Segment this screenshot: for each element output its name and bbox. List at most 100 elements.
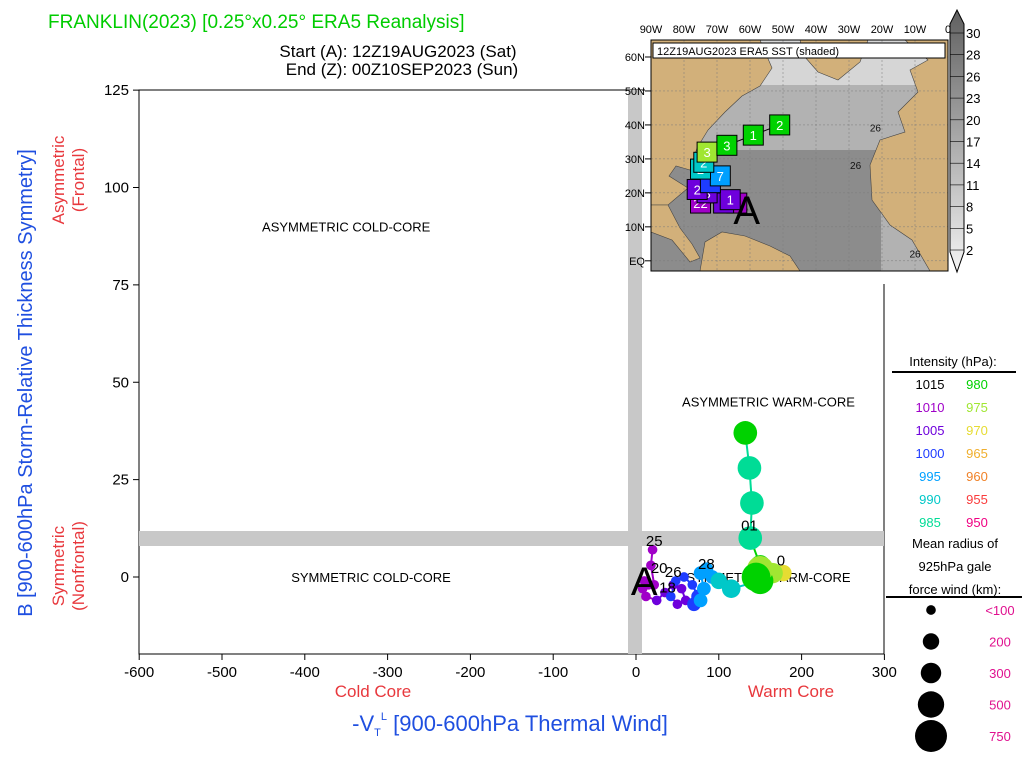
radius-legend-circle <box>926 605 936 615</box>
map-start-marker: A <box>733 189 760 233</box>
track-time-label: 28 <box>698 556 715 573</box>
x-side-label-warm: Warm Core <box>748 682 834 701</box>
track-point <box>721 579 741 598</box>
x-axis-title-pre: -V <box>352 711 374 736</box>
y-tick-label: 25 <box>112 472 129 489</box>
intensity-legend-entry: 995 <box>919 469 941 484</box>
sst-contour-label: 26 <box>909 249 921 260</box>
colorbar-tick-label: 20 <box>966 113 980 128</box>
radius-legend-label: 500 <box>989 698 1011 713</box>
radius-legend-circle <box>920 662 942 684</box>
track-point <box>639 576 650 586</box>
map-track-box-label: 2 <box>694 182 701 197</box>
y-side-label-symmetric: Symmetric (Nonfrontal) <box>49 521 88 611</box>
track-point <box>693 593 708 608</box>
map-latitude-label: 10N <box>625 222 645 234</box>
track-start-marker: A <box>631 560 658 604</box>
radius-legend-circle <box>915 720 947 752</box>
track-point <box>670 576 681 586</box>
map-longitude-label: 50W <box>772 24 795 36</box>
map-latitude-label: EQ <box>629 256 645 268</box>
y-tick-label: 100 <box>104 180 129 197</box>
x-axis-title-sub: T <box>374 727 381 739</box>
intensity-legend-entry: 950 <box>966 515 988 530</box>
x-tick-label: -200 <box>455 664 485 681</box>
intensity-legend-entry: 985 <box>919 515 941 530</box>
intensity-legend-entry: 1005 <box>916 423 945 438</box>
radius-legend-label: 300 <box>989 666 1011 681</box>
track-point <box>647 544 658 555</box>
track-time-label: 20 <box>651 560 668 577</box>
x-tick-label: -100 <box>538 664 568 681</box>
end-time: End (Z): 00Z10SEP2023 (Sun) <box>286 60 518 79</box>
colorbar-tick-label: 2 <box>966 243 973 258</box>
colorbar-tick-label: 11 <box>966 178 980 193</box>
y-tick-label: 75 <box>112 277 129 294</box>
map-land-europe-africa <box>869 40 948 271</box>
y-side-label-symmetric-line1: Symmetric <box>49 525 68 606</box>
colorbar-tick-label: 14 <box>966 156 980 171</box>
intensity-legend-entry: 990 <box>919 492 941 507</box>
x-tick-label: 100 <box>706 664 731 681</box>
map-latitude-label: 60N <box>625 52 645 64</box>
track-time-label: 0 <box>777 552 785 569</box>
track-time-label: 25 <box>646 533 663 550</box>
map-track: 02221327223312A <box>686 114 791 233</box>
map-longitude-label: 60W <box>739 24 762 36</box>
map-track-box-label: 2 <box>776 118 783 133</box>
horizontal-threshold-band <box>139 531 884 546</box>
x-axis-ticks: -600 -500 -400 -300 -200 -100 0 100 200 300 <box>124 654 897 681</box>
map-track-box-label: 1 <box>727 193 734 208</box>
colorbar-tick-label: 8 <box>966 200 973 215</box>
intensity-legend-entry: 970 <box>966 423 988 438</box>
intensity-legend-entry: 955 <box>966 492 988 507</box>
radius-legend-label: 750 <box>989 729 1011 744</box>
radius-legend-circle <box>922 633 940 650</box>
radius-legend-title-line: Mean radius of <box>912 536 998 551</box>
intensity-legend-entries: 1015 980 1010 975 1005 970 1000 965 995 960 990 955… <box>916 377 988 530</box>
x-tick-label: -600 <box>124 664 154 681</box>
map-frame <box>650 39 949 272</box>
track-point <box>637 583 648 594</box>
colorbar-tick-label: 30 <box>966 26 980 41</box>
map-longitude-label: 40W <box>805 24 828 36</box>
x-side-label-cold: Cold Core <box>335 682 412 701</box>
x-tick-label: 300 <box>872 664 897 681</box>
intensity-legend-entry: 1015 <box>916 377 945 392</box>
quadrant-label: ASYMMETRIC WARM-CORE <box>682 395 855 410</box>
track-time-label: 01 <box>741 517 758 534</box>
map-track-box-label: 2 <box>700 155 707 170</box>
map-latitude-label: 50N <box>625 86 645 98</box>
radius-legend-circle <box>917 691 945 718</box>
map-track-box-label: 1 <box>750 128 757 143</box>
map-track-box <box>719 189 741 211</box>
map-longitude-label: 20W <box>871 24 894 36</box>
track-point <box>738 526 763 550</box>
map-longitude-label: 0 <box>945 24 951 36</box>
track-point <box>665 591 676 602</box>
intensity-legend-entry: 1010 <box>916 400 945 415</box>
track-point <box>733 421 758 445</box>
radius-legend-label: 200 <box>989 635 1011 650</box>
map-longitude-label: 10W <box>904 24 927 36</box>
map-land-central-america <box>651 204 701 263</box>
x-tick-label: 0 <box>632 664 640 681</box>
track-point <box>676 583 687 594</box>
x-tick-label: -400 <box>290 664 320 681</box>
map-track-box <box>716 134 738 156</box>
y-side-label-symmetric-line2: (Nonfrontal) <box>69 521 88 611</box>
track-point <box>646 560 656 571</box>
sst-colorbar: 30 28 26 23 20 17 14 11 8 5 2 <box>949 8 980 274</box>
map-track-box <box>769 114 791 136</box>
y-tick-label: 0 <box>121 569 129 586</box>
map-longitude-label: 80W <box>673 24 696 36</box>
axis-bands <box>139 90 884 654</box>
map-latitude-labels: 60N 50N 40N 30N 20N 10N EQ <box>625 52 651 268</box>
y-axis-title: B [900-600hPa Storm-Relative Thickness S… <box>15 149 37 617</box>
figure-title: FRANKLIN(2023) [0.25°x0.25° ERA5 Reanaly… <box>48 12 465 33</box>
map-longitude-labels: 90W 80W 70W 60W 50W 40W 30W 20W 10W 0 <box>640 24 951 36</box>
map-latitude-label: 30N <box>625 154 645 166</box>
map-track-box-label: 3 <box>703 145 710 160</box>
